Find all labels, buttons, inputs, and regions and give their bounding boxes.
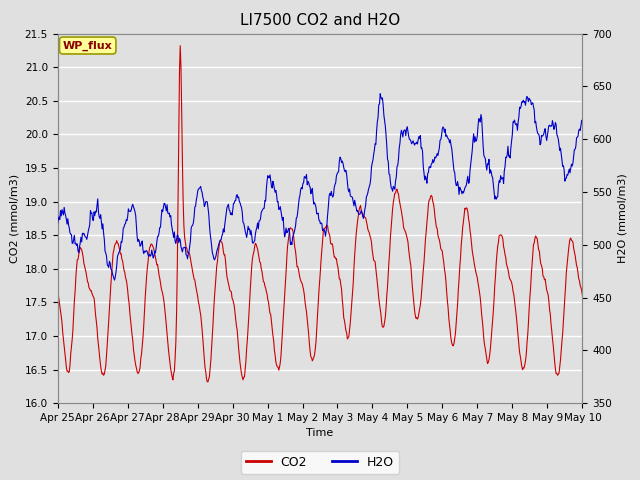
Y-axis label: CO2 (mmol/m3): CO2 (mmol/m3) xyxy=(9,174,19,263)
X-axis label: Time: Time xyxy=(307,429,333,438)
Title: LI7500 CO2 and H2O: LI7500 CO2 and H2O xyxy=(240,13,400,28)
Legend: CO2, H2O: CO2, H2O xyxy=(241,451,399,474)
Text: WP_flux: WP_flux xyxy=(63,40,113,51)
Y-axis label: H2O (mmol/m3): H2O (mmol/m3) xyxy=(618,174,627,263)
